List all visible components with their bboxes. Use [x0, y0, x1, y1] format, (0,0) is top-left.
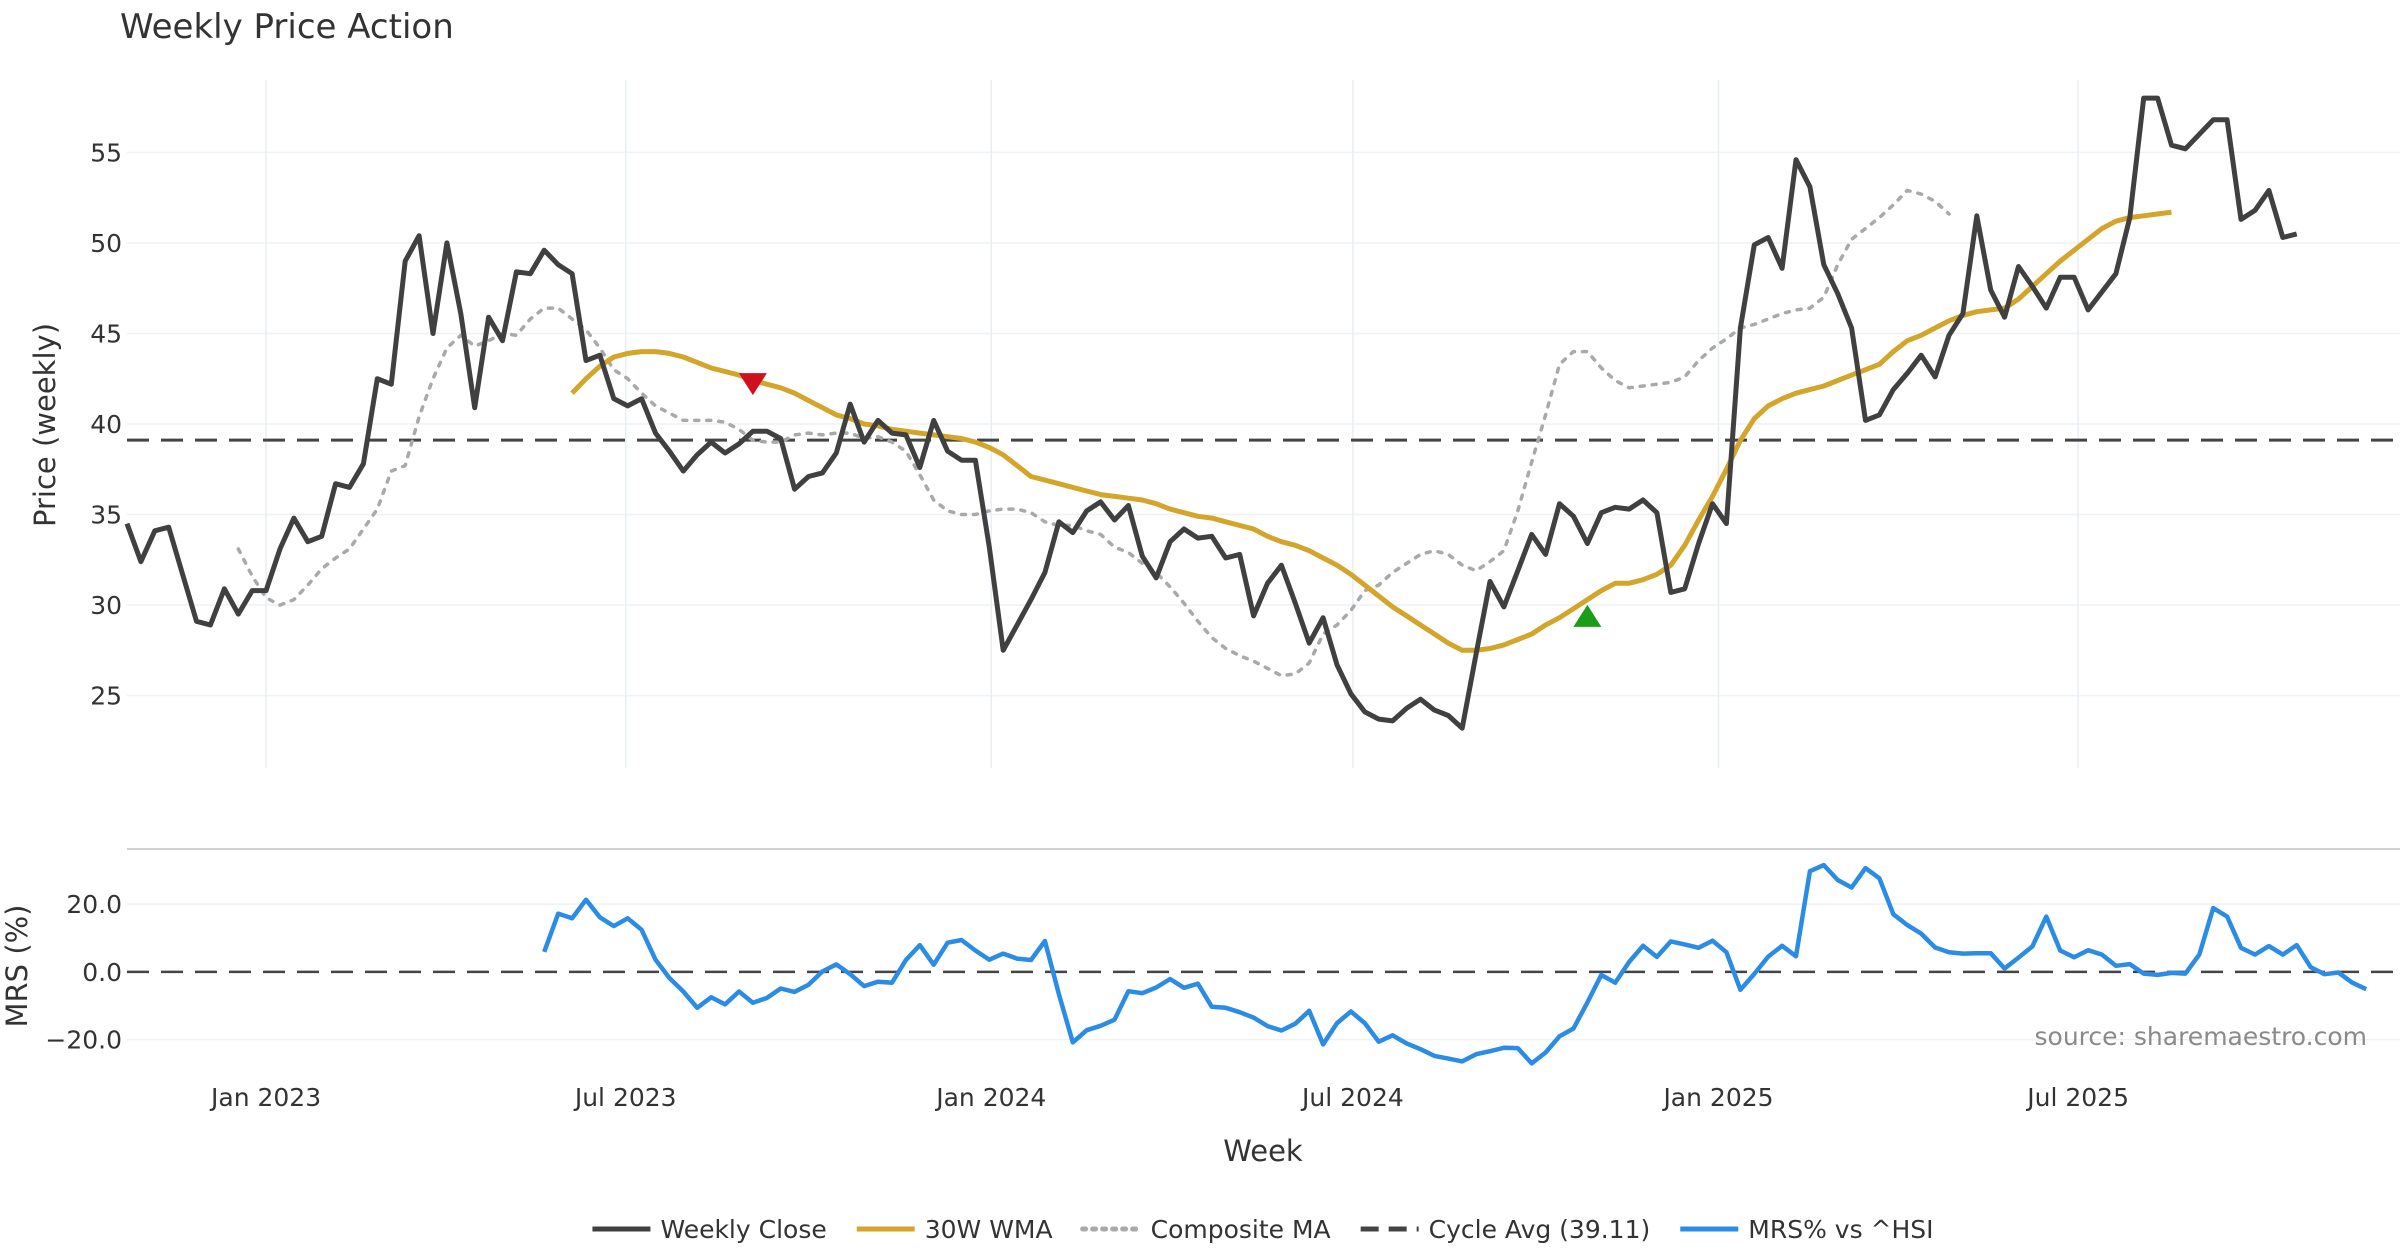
x-tick-label: Jul 2023: [573, 1083, 677, 1112]
price-y-tick-label: 40: [90, 410, 122, 439]
price-gridlines: [127, 80, 2400, 768]
x-tick-label: Jul 2025: [2025, 1083, 2129, 1112]
legend: Weekly Close 30W WMA Composite MA Cycle Avg…: [592, 1215, 1934, 1244]
price-y-tick-label: 55: [90, 138, 122, 167]
mrs-y-tick-label: 0.0: [82, 958, 122, 987]
legend-label-30w-wma: 30W WMA: [925, 1215, 1053, 1244]
mrs-y-tick-label: −20.0: [45, 1026, 122, 1055]
weekly-close-line: [124, 95, 2298, 731]
legend-label-composite-ma: Composite MA: [1151, 1215, 1331, 1244]
legend-label-mrs-vs-hsi: MRS% vs ^HSI: [1748, 1215, 1933, 1244]
mrs-gridlines: [127, 903, 2400, 1041]
price-y-tick-label: 45: [90, 319, 122, 348]
mrs-y-tick-label: 20.0: [66, 890, 122, 919]
x-tick-label: Jul 2024: [1300, 1083, 1404, 1112]
price-y-axis: 25 30 35 40 45 50 55: [90, 138, 122, 710]
source-label: source: sharemaestro.com: [2035, 1022, 2368, 1051]
mrs-y-axis: 20.0 0.0 −20.0: [45, 890, 122, 1055]
price-y-tick-label: 35: [90, 501, 122, 530]
30w-wma-line: [570, 209, 2172, 653]
legend-label-cycle-avg-39-11: Cycle Avg (39.11): [1429, 1215, 1651, 1244]
sell-signal-marker: [738, 373, 767, 396]
price-y-axis-title: Price (weekly): [28, 323, 62, 527]
composite-ma-line: [236, 188, 1951, 678]
legend-label-weekly-close: Weekly Close: [660, 1215, 826, 1244]
x-tick-label: Jan 2025: [1661, 1083, 1773, 1112]
x-axis-title: Week: [1223, 1134, 1303, 1168]
price-y-tick-label: 50: [90, 229, 122, 258]
price-y-tick-label: 30: [90, 591, 122, 620]
x-tick-label: Jan 2024: [934, 1083, 1046, 1112]
buy-signal-marker: [1573, 604, 1602, 627]
mrs-plot-area: [127, 862, 2400, 1066]
x-axis: Jan 2023 Jul 2023 Jan 2024 Jul 2024 Jan 2025…: [209, 1083, 2129, 1112]
price-y-tick-label: 25: [90, 682, 122, 711]
price-plot-area: [124, 95, 2400, 731]
mrs-line: [542, 862, 2368, 1066]
x-tick-label: Jan 2023: [209, 1083, 321, 1112]
mrs-y-axis-title: MRS (%): [0, 905, 34, 1028]
chart-title: Weekly Price Action: [120, 7, 454, 47]
